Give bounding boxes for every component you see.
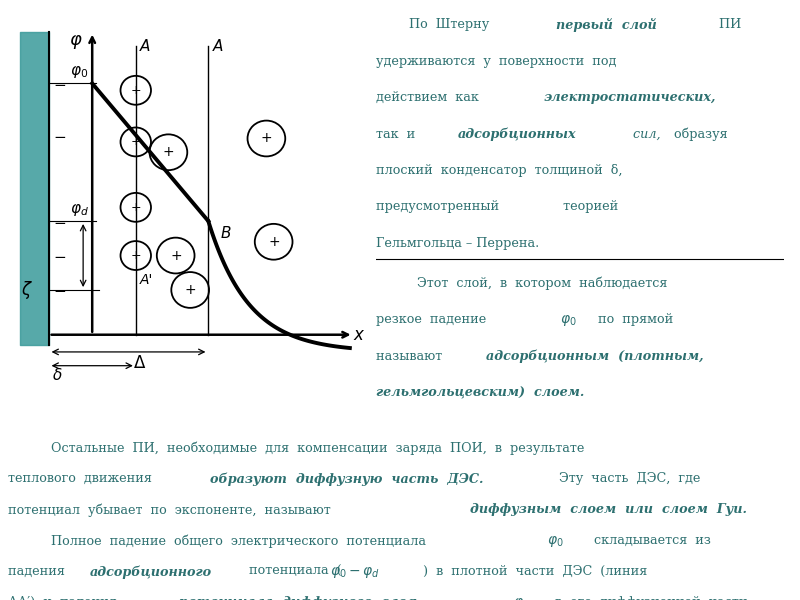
- Text: $+$: $+$: [130, 136, 142, 148]
- Text: Эту  часть  ДЭС,  где: Эту часть ДЭС, где: [551, 472, 701, 485]
- Text: плоский  конденсатор  толщиной  δ,: плоский конденсатор толщиной δ,: [376, 164, 622, 177]
- Text: $-$: $-$: [53, 283, 66, 298]
- Text: A': A': [139, 272, 153, 287]
- Text: $+$: $+$: [130, 84, 142, 97]
- Text: по  прямой: по прямой: [590, 313, 674, 326]
- Text: первый  слой: первый слой: [555, 18, 656, 32]
- Text: адсорбционным  (плотным,: адсорбционным (плотным,: [486, 350, 704, 363]
- Text: складывается  из: складывается из: [586, 535, 711, 547]
- Text: )  в  плотной  части  ДЭС  (линия: ) в плотной части ДЭС (линия: [415, 565, 648, 578]
- Text: $+$: $+$: [170, 248, 182, 263]
- Text: $\varphi$: $\varphi$: [70, 34, 83, 52]
- Text: теплового  движения: теплового движения: [8, 472, 160, 485]
- Text: адсорбционного: адсорбционного: [90, 565, 212, 579]
- Text: $\Delta$: $\Delta$: [133, 353, 146, 371]
- Text: $-$: $-$: [53, 76, 66, 91]
- Text: $-$: $-$: [53, 248, 66, 263]
- Text: в  его  диффузионной  части.: в его диффузионной части.: [547, 596, 752, 600]
- Text: $\varphi_0 - \varphi_d$: $\varphi_0 - \varphi_d$: [330, 565, 380, 580]
- Text: потенциала  (: потенциала (: [241, 565, 342, 578]
- Text: диффузным  слоем  или  слоем  Гуи.: диффузным слоем или слоем Гуи.: [470, 503, 746, 517]
- Text: резкое  падение: резкое падение: [376, 313, 494, 326]
- Text: Полное  падение  общего  электрического  потенциала: Полное падение общего электрического пот…: [50, 535, 434, 548]
- Text: $\varphi_0$: $\varphi_0$: [560, 313, 576, 328]
- Text: $+$: $+$: [184, 283, 196, 297]
- Text: A: A: [213, 38, 223, 53]
- Text: $+$: $+$: [130, 249, 142, 262]
- Text: образуют  диффузную  часть  ДЭС.: образуют диффузную часть ДЭС.: [210, 472, 483, 486]
- Text: образуя: образуя: [666, 128, 727, 141]
- Text: сил,: сил,: [625, 128, 660, 140]
- Text: электростатических,: электростатических,: [543, 91, 716, 104]
- Text: $\zeta$: $\zeta$: [21, 279, 33, 301]
- Text: A: A: [140, 38, 150, 53]
- Text: По  Штерну: По Штерну: [409, 18, 497, 31]
- Text: $x$: $x$: [353, 326, 365, 344]
- Text: Этот  слой,  в  котором  наблюдается: Этот слой, в котором наблюдается: [417, 277, 667, 290]
- Text: $+$: $+$: [162, 145, 174, 159]
- Text: адсорбционных: адсорбционных: [458, 128, 576, 141]
- Text: $-$: $-$: [53, 128, 66, 143]
- Text: удерживаются  у  поверхности  под: удерживаются у поверхности под: [376, 55, 616, 68]
- Text: потенциала  диффузного  слоя: потенциала диффузного слоя: [178, 596, 417, 600]
- Text: АА′)  и  падения: АА′) и падения: [8, 596, 125, 600]
- Text: ПИ: ПИ: [710, 18, 741, 31]
- Text: предусмотренный                теорией: предусмотренный теорией: [376, 200, 618, 214]
- Text: $\varphi_0$: $\varphi_0$: [547, 535, 564, 550]
- Text: $\varphi_d$: $\varphi_d$: [505, 596, 531, 600]
- Text: $-$: $-$: [53, 214, 66, 229]
- Text: $\varphi_0$: $\varphi_0$: [70, 64, 89, 80]
- Text: действием  как: действием как: [376, 91, 487, 104]
- Text: падения: падения: [8, 565, 73, 578]
- Text: $\varphi_d$: $\varphi_d$: [70, 202, 89, 218]
- Text: гельмгольцевским)  слоем.: гельмгольцевским) слоем.: [376, 386, 584, 399]
- Text: $\delta$: $\delta$: [52, 367, 63, 383]
- Text: Гельмгольца – Перрена.: Гельмгольца – Перрена.: [376, 237, 539, 250]
- Text: $+$: $+$: [267, 235, 280, 249]
- Text: $+$: $+$: [260, 131, 273, 145]
- Text: называют: называют: [376, 350, 450, 363]
- Text: B: B: [221, 226, 231, 241]
- Text: Остальные  ПИ,  необходимые  для  компенсации  заряда  ПОИ,  в  результате: Остальные ПИ, необходимые для компенсаци…: [50, 442, 584, 455]
- Text: так  и: так и: [376, 128, 423, 140]
- Text: потенциал  убывает  по  экспоненте,  называют: потенциал убывает по экспоненте, называю…: [8, 503, 338, 517]
- Text: $+$: $+$: [130, 201, 142, 214]
